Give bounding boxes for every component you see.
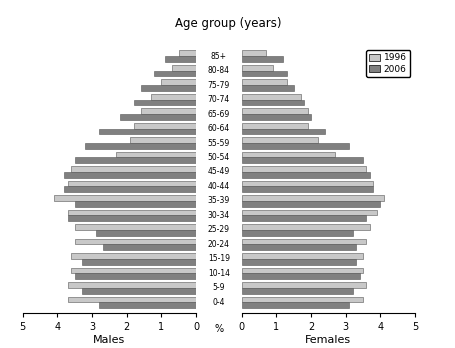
Bar: [241, 56, 283, 62]
Bar: [241, 152, 334, 158]
Bar: [99, 302, 196, 308]
Bar: [241, 137, 317, 143]
Bar: [178, 50, 196, 56]
Text: %: %: [214, 324, 223, 334]
Bar: [241, 79, 286, 85]
Bar: [241, 239, 366, 244]
Bar: [165, 56, 196, 62]
Bar: [172, 65, 196, 71]
Text: 25-29: 25-29: [207, 226, 229, 235]
Bar: [81, 288, 196, 294]
Text: 75-79: 75-79: [207, 81, 229, 89]
Bar: [241, 224, 369, 230]
Text: 5-9: 5-9: [212, 283, 225, 292]
Bar: [241, 143, 349, 149]
Bar: [116, 152, 196, 158]
Bar: [241, 123, 307, 128]
Text: 30-34: 30-34: [207, 211, 229, 220]
Bar: [140, 85, 196, 91]
Bar: [241, 259, 355, 265]
Bar: [68, 282, 196, 288]
Text: 70-74: 70-74: [207, 95, 229, 104]
Bar: [68, 215, 196, 221]
Bar: [140, 108, 196, 114]
Bar: [102, 244, 196, 250]
Text: 10-14: 10-14: [207, 269, 229, 278]
Text: 0-4: 0-4: [212, 298, 225, 307]
Bar: [241, 296, 362, 302]
Bar: [64, 172, 196, 178]
Text: 35-39: 35-39: [207, 197, 229, 205]
Text: Age group (years): Age group (years): [174, 17, 281, 30]
Text: 85+: 85+: [210, 52, 227, 61]
Legend: 1996, 2006: 1996, 2006: [365, 50, 410, 77]
Bar: [241, 71, 286, 76]
Bar: [241, 195, 383, 201]
Text: 65-69: 65-69: [207, 110, 229, 119]
Bar: [241, 215, 366, 221]
Bar: [241, 181, 373, 187]
Bar: [241, 158, 362, 163]
X-axis label: Females: Females: [304, 335, 351, 345]
Text: 15-19: 15-19: [207, 254, 229, 263]
Bar: [68, 209, 196, 215]
Bar: [241, 288, 352, 294]
Bar: [71, 268, 196, 274]
Bar: [130, 137, 196, 143]
Bar: [151, 94, 196, 100]
Bar: [241, 282, 366, 288]
Bar: [241, 302, 349, 308]
Text: 45-49: 45-49: [207, 167, 229, 176]
Bar: [75, 224, 196, 230]
Bar: [81, 259, 196, 265]
Bar: [120, 114, 196, 120]
Bar: [71, 253, 196, 259]
Bar: [64, 187, 196, 192]
Text: 50-54: 50-54: [207, 153, 229, 162]
Text: 40-44: 40-44: [207, 182, 229, 191]
Bar: [241, 94, 300, 100]
Text: 55-59: 55-59: [207, 139, 229, 148]
Bar: [75, 239, 196, 244]
Bar: [133, 100, 196, 105]
Bar: [85, 143, 196, 149]
X-axis label: Males: Males: [93, 335, 125, 345]
Bar: [154, 71, 196, 76]
Bar: [241, 114, 310, 120]
Bar: [68, 296, 196, 302]
Bar: [241, 108, 307, 114]
Bar: [71, 166, 196, 172]
Text: 20-24: 20-24: [207, 240, 229, 249]
Bar: [241, 128, 324, 134]
Bar: [241, 50, 265, 56]
Text: 80-84: 80-84: [207, 66, 229, 75]
Bar: [161, 79, 196, 85]
Bar: [241, 187, 373, 192]
Bar: [54, 195, 196, 201]
Bar: [241, 166, 366, 172]
Bar: [241, 201, 379, 207]
Bar: [241, 100, 303, 105]
Bar: [96, 230, 196, 236]
Bar: [75, 158, 196, 163]
Bar: [75, 274, 196, 279]
Bar: [241, 65, 272, 71]
Bar: [241, 244, 355, 250]
Bar: [241, 230, 352, 236]
Bar: [241, 274, 359, 279]
Bar: [133, 123, 196, 128]
Text: 60-64: 60-64: [207, 124, 229, 133]
Bar: [241, 253, 362, 259]
Bar: [75, 201, 196, 207]
Bar: [241, 85, 293, 91]
Bar: [99, 128, 196, 134]
Bar: [241, 209, 376, 215]
Bar: [241, 172, 369, 178]
Bar: [241, 268, 362, 274]
Bar: [68, 181, 196, 187]
